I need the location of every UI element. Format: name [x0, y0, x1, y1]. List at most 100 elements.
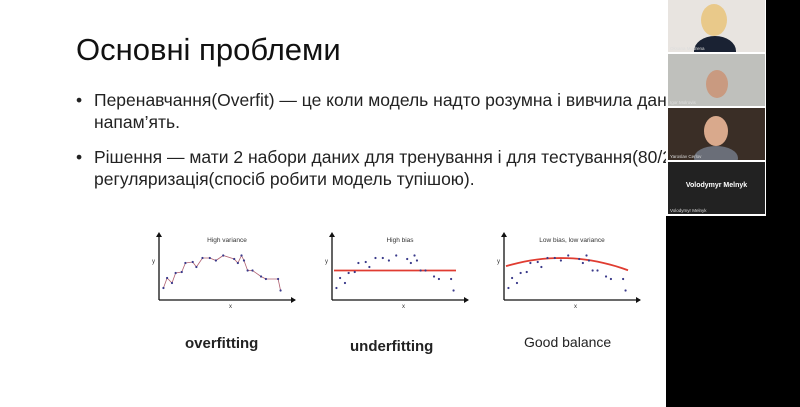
bullet-solution: • Рішення — мати 2 набори даних для трену… [76, 146, 666, 190]
data-point [166, 276, 169, 280]
chart-good-balance: y x Low bias, low variance [497, 232, 641, 308]
data-point [437, 277, 441, 281]
data-point [432, 275, 436, 278]
participants-panel: Oksana Mudrena Igor Molrovis Yaroslav Ce… [666, 0, 766, 216]
overfit-line [163, 254, 281, 291]
data-point [511, 276, 514, 280]
y-axis-label: y [152, 259, 155, 265]
fit-curve [505, 257, 629, 272]
x-axis-label: x [574, 304, 577, 308]
data-point [357, 261, 360, 265]
x-axis-label: x [229, 304, 232, 308]
data-point [251, 269, 254, 272]
data-point [279, 289, 282, 292]
data-point [242, 259, 246, 262]
x-axis-arrow [464, 297, 469, 303]
data-point [596, 269, 599, 272]
participant-name: Oksana Mudrena [670, 46, 705, 51]
data-point [591, 269, 594, 272]
participant-tile[interactable]: Yaroslav Cerlov [668, 108, 765, 160]
video-feed-body [694, 36, 736, 52]
data-point [180, 270, 183, 274]
chart-title: High variance [207, 237, 247, 244]
x-axis-label: x [402, 304, 405, 308]
data-point [585, 254, 588, 257]
y-axis-arrow [501, 232, 507, 237]
y-axis-arrow [156, 232, 162, 237]
data-point [222, 254, 225, 257]
data-point [184, 261, 187, 265]
data-point [622, 277, 625, 281]
data-point [604, 275, 608, 278]
data-point [609, 277, 613, 281]
data-point [546, 256, 549, 260]
data-point [374, 256, 377, 260]
caption-overfitting: overfitting [185, 335, 259, 352]
data-point [195, 265, 198, 269]
data-point [162, 286, 165, 290]
chart-title: High bias [386, 237, 414, 244]
bullet-dot: • [76, 90, 83, 110]
data-point [415, 259, 419, 262]
data-point [240, 254, 243, 257]
data-point [406, 257, 409, 261]
data-point [339, 276, 342, 280]
video-feed-body [694, 146, 738, 160]
data-point [353, 270, 356, 274]
data-point [581, 261, 584, 265]
data-point [170, 281, 174, 285]
participant-tile[interactable]: Volodymyr Melnyk Volodymyr Melnyk [668, 162, 765, 214]
data-point [519, 271, 522, 275]
data-point [381, 256, 384, 260]
chart-underfitting: y x High bias [325, 232, 469, 308]
data-point [246, 269, 249, 272]
data-point [368, 265, 371, 269]
data-point [567, 254, 570, 257]
data-point [201, 256, 204, 260]
x-axis-arrow [636, 297, 641, 303]
x-axis-arrow [291, 297, 296, 303]
data-point [208, 256, 211, 260]
data-point [174, 271, 177, 275]
data-point [559, 259, 562, 262]
participant-display-name: Volodymyr Melnyk [685, 182, 748, 189]
presentation-slide: Основні проблеми • Перенавчання(Overfit) … [0, 0, 666, 407]
video-feed [701, 4, 727, 36]
data-point [624, 289, 627, 292]
data-point [214, 259, 217, 262]
data-point [578, 257, 581, 261]
participant-name: Volodymyr Melnyk [670, 208, 707, 213]
data-point [409, 261, 412, 265]
data-point [525, 270, 528, 274]
data-point [553, 256, 556, 260]
video-feed [704, 116, 728, 146]
bullet-text: Перенавчання(Overfit) — це коли модель н… [94, 90, 666, 132]
data-point [395, 254, 398, 257]
data-point [264, 277, 268, 281]
bullet-overfit: • Перенавчання(Overfit) — це коли модель … [76, 89, 666, 133]
bullet-text: Рішення — мати 2 набори даних для тренув… [94, 147, 666, 189]
data-point [587, 259, 591, 262]
data-point [277, 277, 280, 281]
data-point [236, 261, 239, 265]
participant-tile[interactable]: Oksana Mudrena [668, 0, 765, 52]
data-point [540, 265, 543, 269]
data-point [452, 289, 455, 292]
chart-title: Low bias, low variance [539, 237, 605, 244]
data-point [343, 281, 347, 285]
participant-tile[interactable]: Igor Molrovis [668, 54, 765, 106]
data-point [259, 275, 263, 278]
data-point [335, 286, 338, 290]
data-point [413, 254, 416, 257]
data-point [347, 271, 350, 275]
data-point [515, 281, 519, 285]
data-point [536, 260, 539, 264]
data-point [419, 269, 422, 272]
y-axis-label: y [325, 259, 328, 265]
video-feed [706, 70, 728, 98]
participant-name: Igor Molrovis [670, 100, 696, 105]
y-axis-arrow [329, 232, 335, 237]
bullet-dot: • [76, 147, 83, 167]
data-point [364, 260, 367, 264]
chart-overfitting: y x High variance [152, 232, 296, 308]
